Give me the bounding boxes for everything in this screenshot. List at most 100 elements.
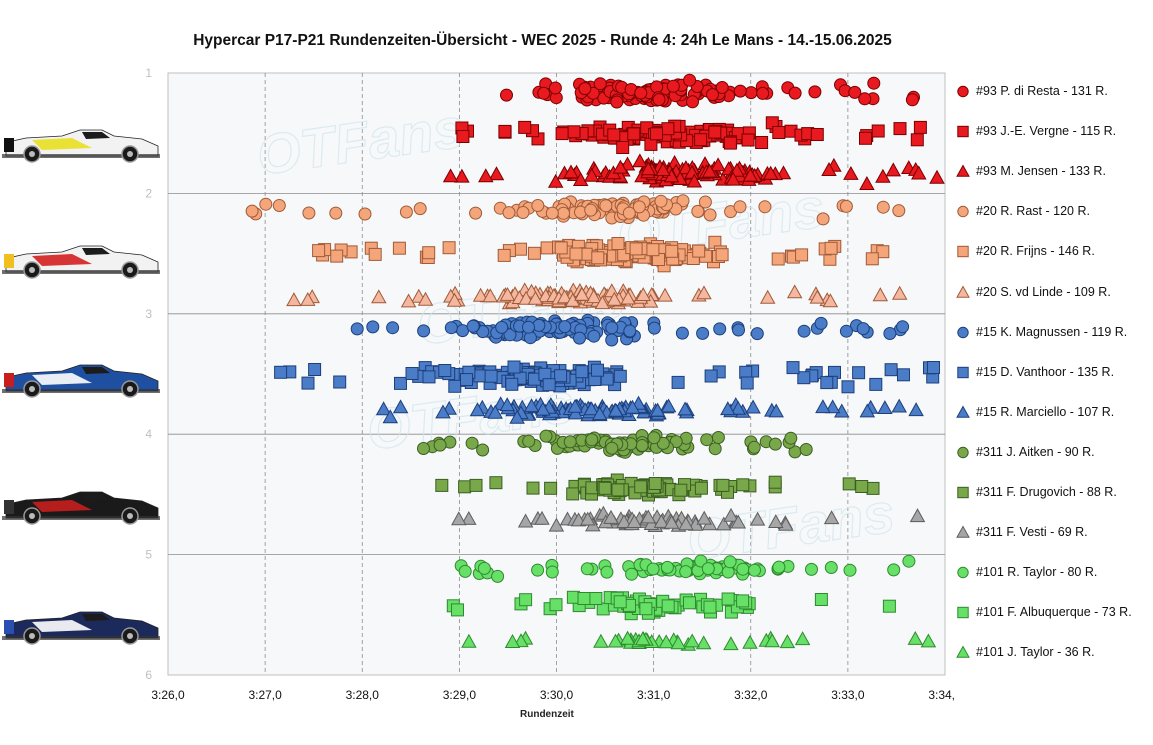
lap-point [302, 206, 316, 220]
lap-point [465, 436, 479, 450]
lap-point [772, 560, 786, 574]
lap-point [333, 375, 347, 389]
car-hub [29, 633, 35, 639]
lap-point [741, 133, 755, 147]
legend-item: #93 J.-E. Vergne - 115 R. [955, 121, 1116, 141]
lap-point [957, 366, 969, 378]
car-floor [2, 154, 160, 158]
legend-marker-icon [957, 446, 969, 459]
lap-point [619, 630, 636, 645]
series-10 [417, 428, 813, 459]
lap-point [573, 331, 586, 345]
lap-point [547, 173, 564, 188]
legend-item: #93 P. di Resta - 131 R. [955, 81, 1108, 101]
lap-point [587, 329, 601, 343]
lap-point [670, 635, 687, 650]
lap-point [461, 510, 477, 525]
legend-label: #20 R. Rast - 120 R. [976, 204, 1090, 219]
lap-point [842, 477, 856, 491]
series-13 [454, 554, 916, 583]
lap-point [620, 290, 636, 305]
lap-point [891, 398, 907, 413]
lap-point [605, 441, 619, 455]
lap-point [368, 247, 382, 261]
lap-point [548, 81, 562, 95]
lap-point [499, 286, 516, 301]
lap-point [730, 514, 747, 529]
lap-point [554, 369, 568, 383]
lap-point [499, 397, 515, 412]
lap-point [703, 600, 717, 614]
series-3 [442, 153, 945, 190]
lap-point [821, 161, 837, 176]
lap-point [548, 517, 565, 532]
lap-point [554, 241, 568, 255]
lap-point [518, 120, 532, 134]
lap-point [920, 633, 937, 648]
lap-point [678, 516, 694, 531]
car-hub [29, 513, 35, 519]
lap-point [839, 199, 853, 213]
lap-point [539, 429, 553, 443]
lap-point [759, 289, 776, 304]
lap-point [386, 321, 400, 335]
lap-point [843, 563, 857, 577]
lap-point [567, 398, 583, 413]
lap-point [723, 555, 737, 569]
lap-point [736, 562, 750, 576]
lap-point [591, 406, 608, 421]
legend-label: #15 D. Vanthoor - 135 R. [976, 364, 1115, 379]
lap-point [593, 77, 607, 91]
lap-point [816, 212, 830, 226]
lap-point [504, 633, 521, 648]
lap-point [908, 402, 924, 417]
lap-point [451, 603, 464, 617]
lap-point [771, 252, 785, 266]
lap-point [611, 483, 625, 497]
lap-point [859, 403, 876, 418]
car-floor [2, 389, 160, 393]
x-tick-label: 3:34,0 [928, 688, 955, 702]
car-hub [127, 513, 133, 519]
lap-point [843, 165, 859, 180]
lap-point [478, 168, 494, 183]
x-tick-label: 3:30,0 [540, 688, 574, 702]
hypercar-20-icon [2, 245, 160, 279]
lap-point [671, 375, 685, 389]
lap-point [526, 481, 540, 495]
car-livery [32, 620, 92, 632]
car-wing [4, 500, 14, 514]
lap-point [308, 363, 322, 376]
lap-point [245, 204, 259, 218]
lap-point [684, 633, 700, 648]
legend-item: #15 R. Marciello - 107 R. [955, 402, 1114, 422]
legend-item: #101 R. Taylor - 80 R. [955, 562, 1097, 582]
car-cockpit [82, 132, 110, 139]
lap-point [720, 401, 736, 416]
lap-point [448, 379, 462, 393]
series-2 [455, 116, 927, 154]
lap-point [730, 400, 746, 415]
car-cockpit [82, 494, 110, 501]
legend-label: #15 R. Marciello - 107 R. [976, 404, 1115, 419]
lap-point [660, 560, 674, 574]
lap-point [435, 404, 451, 419]
lap-point [956, 405, 970, 418]
lap-point [585, 481, 599, 495]
lap-point [871, 124, 885, 138]
legend-marker-icon [957, 85, 969, 98]
lap-point [683, 596, 696, 610]
lap-point [876, 200, 890, 214]
lap-point [884, 363, 898, 377]
lap-point [716, 478, 730, 492]
lap-point [329, 206, 343, 220]
lap-point [683, 73, 697, 87]
x-tick-label: 3:33,0 [831, 688, 865, 702]
lap-point [350, 322, 364, 336]
lap-point [375, 401, 392, 416]
legend-marker-icon [957, 246, 969, 258]
lap-point [897, 368, 910, 382]
lap-point [855, 480, 869, 493]
lap-point [575, 365, 589, 379]
lap-point [887, 563, 901, 577]
